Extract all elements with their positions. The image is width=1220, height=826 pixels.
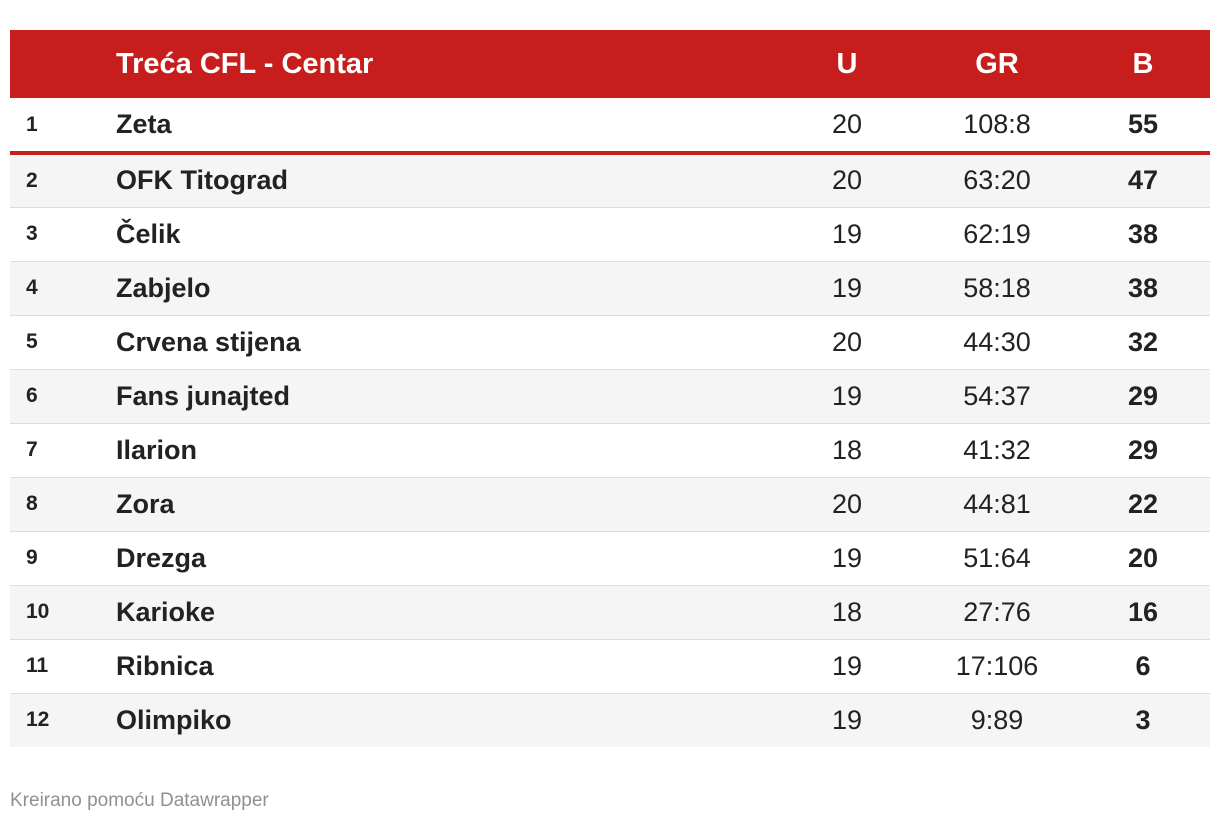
rank-cell: 10 — [26, 600, 50, 623]
rank-cell: 7 — [26, 438, 38, 461]
team-name-cell: Zora — [116, 488, 175, 519]
team-name-cell: Zeta — [116, 109, 172, 139]
header-points: B — [1076, 30, 1210, 98]
rank-cell: 5 — [26, 330, 38, 353]
rank-cell: 9 — [26, 546, 38, 569]
team-name-cell: OFK Titograd — [116, 165, 288, 196]
matches-cell: 19 — [831, 218, 863, 249]
goals-cell: 108:8 — [963, 109, 1031, 139]
points-cell: 6 — [1135, 650, 1151, 681]
goals-cell: 41:32 — [963, 434, 1031, 465]
table-title: Trećа CFL - Centar — [116, 30, 776, 98]
table-row: 10 Karioke 18 27:76 16 — [10, 585, 1210, 639]
goals-cell: 9:89 — [970, 704, 1024, 735]
goals-cell: 62:19 — [963, 218, 1031, 249]
rank-cell: 11 — [26, 654, 49, 677]
matches-cell: 19 — [831, 650, 863, 681]
team-name-cell: Ilarion — [116, 434, 198, 465]
table-row: 9 Drezga 19 51:64 20 — [10, 531, 1210, 585]
team-name-cell: Drezga — [116, 542, 207, 573]
table-row: 5 Crvena stijena 20 44:30 32 — [10, 315, 1210, 369]
goals-cell: 54:37 — [963, 380, 1031, 411]
standings-table-container: Trećа CFL - Centar U GR B 1 Zeta 20 108:… — [10, 30, 1210, 747]
matches-cell: 20 — [831, 326, 863, 357]
table-row: 1 Zeta 20 108:8 55 — [10, 98, 1210, 153]
goals-cell: 51:64 — [963, 542, 1031, 573]
matches-cell: 19 — [831, 272, 863, 303]
points-cell: 38 — [1127, 218, 1159, 249]
matches-cell: 20 — [831, 109, 863, 139]
points-cell: 47 — [1127, 165, 1159, 196]
table-row: 11 Ribnica 19 17:106 6 — [10, 639, 1210, 693]
team-name-cell: Olimpiko — [116, 704, 232, 735]
team-name-cell: Ribnica — [116, 650, 214, 681]
team-name-cell: Čelik — [116, 218, 181, 249]
goals-cell: 27:76 — [963, 596, 1031, 627]
points-cell: 20 — [1127, 542, 1159, 573]
header-matches-played: U — [776, 30, 918, 98]
table-header-row: Trećа CFL - Centar U GR B — [10, 30, 1210, 98]
goals-cell: 63:20 — [963, 165, 1031, 196]
goals-cell: 17:106 — [955, 650, 1039, 681]
table-row: 6 Fans junajted 19 54:37 29 — [10, 369, 1210, 423]
team-name-cell: Zabjelo — [116, 272, 211, 303]
rank-cell: 6 — [26, 384, 38, 407]
goals-cell: 58:18 — [963, 272, 1031, 303]
goals-cell: 44:30 — [963, 326, 1031, 357]
points-cell: 32 — [1127, 326, 1159, 357]
matches-cell: 20 — [831, 488, 863, 519]
rank-cell: 1 — [26, 112, 38, 136]
standings-table: Trećа CFL - Centar U GR B 1 Zeta 20 108:… — [10, 30, 1210, 747]
points-cell: 22 — [1127, 488, 1159, 519]
matches-cell: 18 — [831, 596, 863, 627]
table-row: 4 Zabjelo 19 58:18 38 — [10, 261, 1210, 315]
matches-cell: 19 — [831, 704, 863, 735]
matches-cell: 19 — [831, 380, 863, 411]
points-cell: 29 — [1127, 434, 1159, 465]
header-rank-cell — [10, 30, 116, 98]
header-goal-ratio: GR — [918, 30, 1076, 98]
datawrapper-credit: Kreirano pomoću Datawrapper — [10, 790, 269, 811]
rank-cell: 4 — [26, 276, 38, 299]
points-cell: 29 — [1127, 380, 1159, 411]
rank-cell: 2 — [26, 168, 38, 192]
matches-cell: 19 — [831, 542, 863, 573]
team-name-cell: Karioke — [116, 596, 216, 627]
goals-cell: 44:81 — [963, 488, 1031, 519]
team-name-cell: Fans junajted — [116, 380, 291, 411]
table-row: 2 OFK Titograd 20 63:20 47 — [10, 153, 1210, 207]
table-row: 7 Ilarion 18 41:32 29 — [10, 423, 1210, 477]
points-cell: 3 — [1135, 704, 1151, 735]
rank-cell: 3 — [26, 222, 38, 245]
rank-cell: 12 — [26, 708, 50, 732]
table-row: 8 Zora 20 44:81 22 — [10, 477, 1210, 531]
table-row: 12 Olimpiko 19 9:89 3 — [10, 693, 1210, 747]
matches-cell: 18 — [831, 434, 863, 465]
table-row: 3 Čelik 19 62:19 38 — [10, 207, 1210, 261]
matches-cell: 20 — [831, 165, 863, 196]
points-cell: 38 — [1127, 272, 1159, 303]
points-cell: 16 — [1127, 596, 1159, 627]
team-name-cell: Crvena stijena — [116, 326, 301, 357]
rank-cell: 8 — [26, 492, 38, 515]
points-cell: 55 — [1127, 109, 1159, 139]
